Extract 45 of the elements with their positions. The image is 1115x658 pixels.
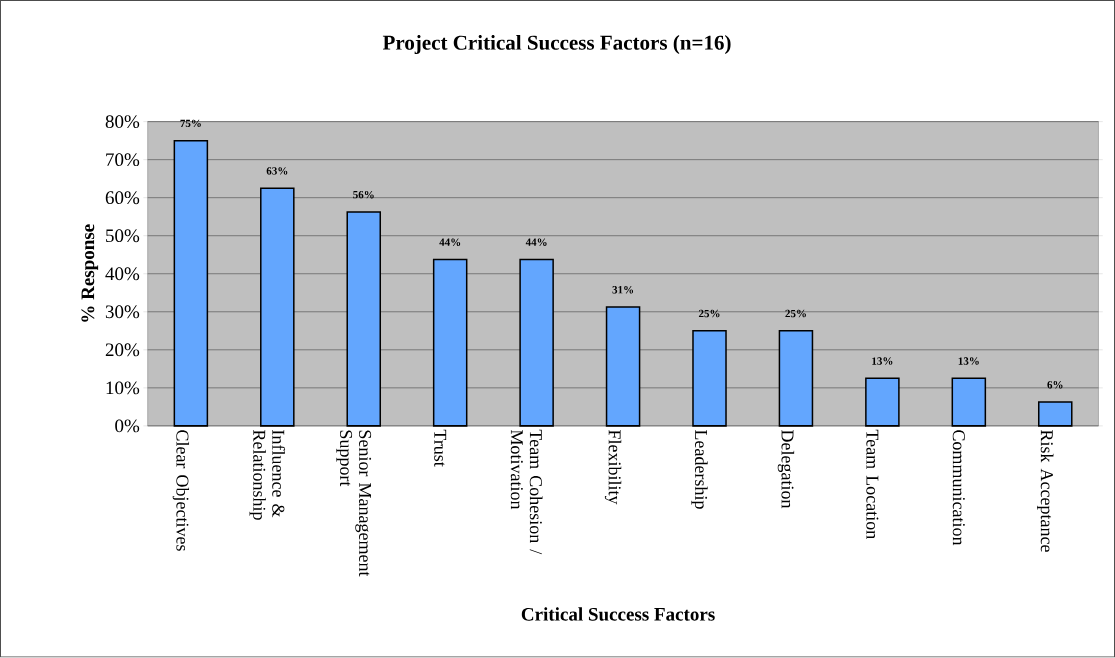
chart-title: Project Critical Success Factors (n=16) bbox=[382, 35, 731, 55]
y-tick-label: 30% bbox=[105, 305, 140, 319]
y-tick-label: 0% bbox=[115, 419, 140, 433]
data-label: 25% bbox=[698, 309, 720, 318]
data-label: 6% bbox=[1047, 381, 1063, 389]
data-label: 44% bbox=[439, 238, 461, 247]
x-tick-label: Team Cohesion / Motivation bbox=[510, 429, 543, 555]
data-label: 13% bbox=[872, 357, 893, 365]
bar bbox=[260, 187, 295, 427]
y-tick-label: 60% bbox=[105, 191, 140, 205]
data-label: 56% bbox=[353, 191, 374, 199]
bar bbox=[346, 211, 382, 427]
x-axis-title: Critical Success Factors bbox=[521, 607, 715, 621]
bar bbox=[173, 140, 209, 427]
y-tick-label: 70% bbox=[106, 153, 140, 167]
x-tick-label: Clear Objectives bbox=[172, 430, 190, 552]
bar bbox=[692, 330, 727, 427]
x-tick-label: Leadership bbox=[691, 430, 708, 509]
y-tick-label: 40% bbox=[105, 267, 140, 281]
bar bbox=[519, 258, 554, 427]
data-label: 75% bbox=[180, 119, 201, 128]
y-axis-title: % Response bbox=[81, 224, 99, 322]
x-tick-label: Senior Management Support bbox=[336, 430, 372, 577]
x-tick-label: Delegation bbox=[777, 430, 795, 509]
bar bbox=[605, 306, 641, 427]
y-tick-label: 50% bbox=[106, 229, 140, 243]
bar bbox=[1038, 401, 1073, 427]
bar bbox=[865, 377, 900, 427]
bar bbox=[778, 330, 814, 427]
x-tick-label: Trust bbox=[434, 429, 447, 467]
x-tick-label: Communication bbox=[952, 430, 965, 546]
bar bbox=[432, 258, 468, 427]
x-tick-label: Risk Acceptance bbox=[1037, 430, 1054, 553]
y-tick-label: 80% bbox=[105, 115, 140, 129]
y-tick-label: 10% bbox=[106, 381, 140, 395]
x-tick-label: Team Location bbox=[866, 429, 879, 540]
x-tick-label: Flexibility bbox=[604, 430, 622, 505]
data-label: 44% bbox=[525, 238, 547, 247]
y-tick-label: 20% bbox=[105, 343, 140, 357]
data-label: 13% bbox=[958, 357, 979, 365]
x-tick-label: Influence & Relationship bbox=[249, 430, 286, 520]
bar bbox=[951, 377, 987, 427]
data-label: 31% bbox=[612, 286, 634, 294]
data-label: 63% bbox=[266, 167, 288, 175]
data-label: 25% bbox=[785, 309, 806, 318]
